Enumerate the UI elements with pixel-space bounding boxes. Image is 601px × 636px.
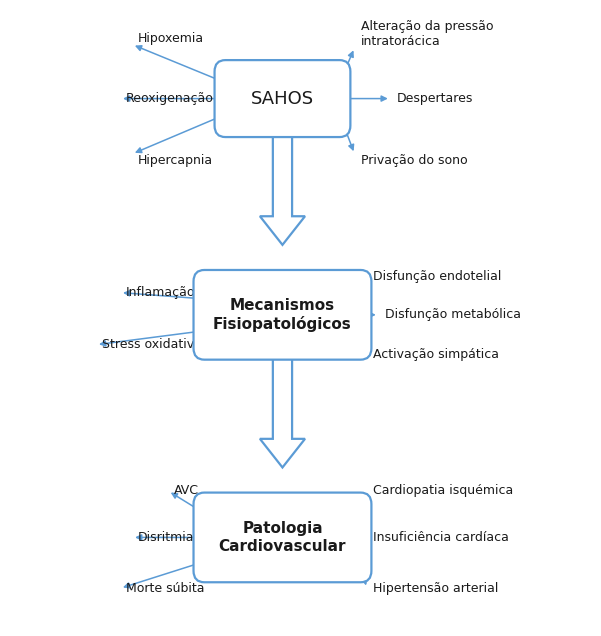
Text: Privação do sono: Privação do sono	[361, 154, 467, 167]
Text: Despertares: Despertares	[397, 92, 473, 105]
Polygon shape	[260, 127, 305, 245]
Text: Mecanismos
Fisiopatológicos: Mecanismos Fisiopatológicos	[213, 298, 352, 331]
Text: Patologia
Cardiovascular: Patologia Cardiovascular	[219, 522, 346, 553]
Text: Disfunção metabólica: Disfunção metabólica	[385, 308, 520, 321]
Text: Hipercapnia: Hipercapnia	[138, 154, 213, 167]
Text: Disfunção endotelial: Disfunção endotelial	[373, 270, 501, 283]
Text: Insuficiência cardíaca: Insuficiência cardíaca	[373, 531, 508, 544]
Text: Reoxigenação: Reoxigenação	[126, 92, 214, 105]
Text: Hipoxemia: Hipoxemia	[138, 32, 204, 45]
Text: AVC: AVC	[174, 485, 200, 497]
Polygon shape	[260, 350, 305, 467]
Text: Cardiopatia isquémica: Cardiopatia isquémica	[373, 485, 513, 497]
Text: Inflamação: Inflamação	[126, 286, 196, 299]
Text: Morte súbita: Morte súbita	[126, 582, 205, 595]
Text: Alteração da pressão
intratorácica: Alteração da pressão intratorácica	[361, 20, 493, 48]
FancyBboxPatch shape	[215, 60, 350, 137]
Text: SAHOS: SAHOS	[251, 90, 314, 107]
Text: Stress oxidativo: Stress oxidativo	[102, 338, 202, 351]
FancyBboxPatch shape	[194, 270, 371, 360]
FancyBboxPatch shape	[194, 492, 371, 583]
Text: Hipertensão arterial: Hipertensão arterial	[373, 582, 498, 595]
Text: Activação simpática: Activação simpática	[373, 348, 499, 361]
Text: Disritmias: Disritmias	[138, 531, 201, 544]
